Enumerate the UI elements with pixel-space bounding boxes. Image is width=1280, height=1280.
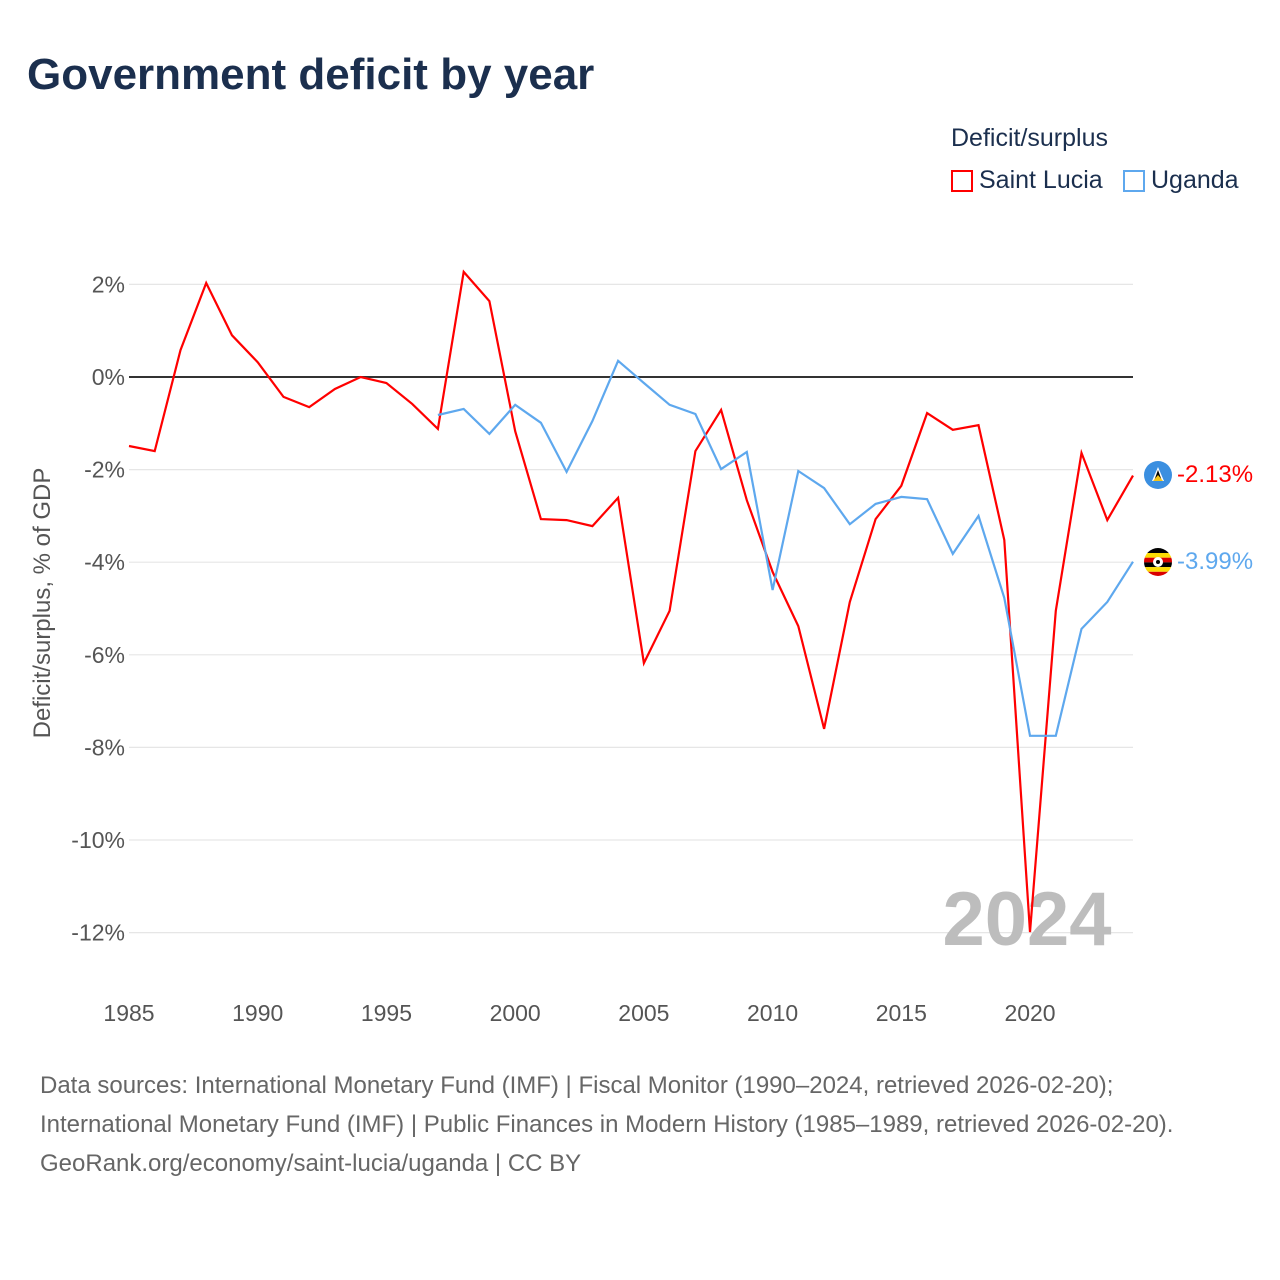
y-axis-label: Deficit/surplus, % of GDP [29, 468, 56, 739]
series-line-saint-lucia[interactable] [128, 269, 1134, 933]
x-tick-label: 2010 [747, 1000, 798, 1026]
y-tick-label: -10% [71, 827, 125, 853]
uganda-end-label: -3.99% [1177, 548, 1253, 575]
x-tick-label: 2015 [876, 1000, 927, 1026]
y-tick-label: 2% [92, 271, 125, 297]
x-tick-label: 1995 [361, 1000, 412, 1026]
y-tick-label: -12% [71, 920, 125, 946]
y-tick-label: -6% [84, 642, 125, 668]
y-tick-label: -2% [84, 457, 125, 483]
legend-swatch-uganda [1123, 169, 1145, 192]
chart-title: Government deficit by year [27, 50, 595, 99]
legend-swatch-saint-lucia [951, 169, 973, 192]
legend-label: Uganda [1151, 166, 1239, 194]
y-tick-label: -8% [84, 734, 125, 760]
saint-lucia-end-label: -2.13% [1177, 461, 1253, 488]
uganda-flag-icon [1144, 548, 1172, 576]
saint-lucia-flag-icon [1144, 461, 1172, 489]
legend-item-uganda[interactable]: Uganda [1123, 166, 1239, 195]
y-tick-label: 0% [92, 364, 125, 390]
legend-label: Saint Lucia [979, 166, 1103, 194]
data-sources: Data sources: International Monetary Fun… [40, 1072, 1174, 1138]
legend-item-saint-lucia[interactable]: Saint Lucia [951, 166, 1103, 195]
x-tick-label: 2005 [618, 1000, 669, 1026]
x-tick-label: 2000 [490, 1000, 541, 1026]
x-tick-label: 1990 [232, 1000, 283, 1026]
series-line-uganda[interactable] [437, 358, 1134, 737]
x-tick-label: 2020 [1004, 1000, 1055, 1026]
y-tick-label: -4% [84, 549, 125, 575]
footer: Data sources: International Monetary Fun… [40, 1066, 1240, 1183]
credit-link[interactable]: GeoRank.org/economy/saint-lucia/uganda |… [40, 1150, 582, 1177]
legend-title: Deficit/surplus [951, 124, 1108, 152]
x-tick-label: 1985 [103, 1000, 154, 1026]
